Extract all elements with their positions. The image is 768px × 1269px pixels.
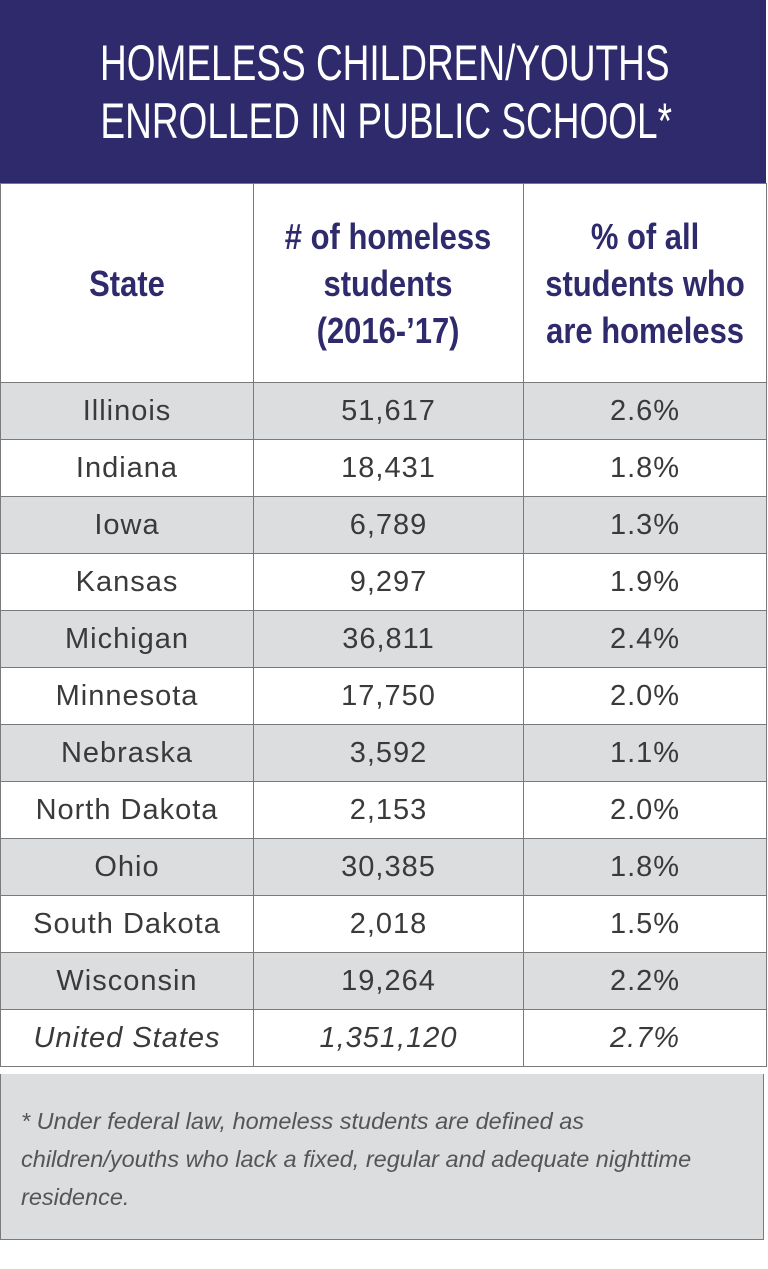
table-cell: 1.9% — [523, 553, 767, 611]
table-cell: 2.2% — [523, 952, 767, 1010]
header-line: % of all — [524, 213, 766, 260]
table-cell: Illinois — [0, 382, 254, 440]
title-text: ENROLLED IN PUBLIC SCHOOL* — [100, 93, 673, 149]
table-body: Illinois 51,617 2.6% Indiana 18,431 1.8% Iowa 6… — [0, 382, 767, 1067]
footnote-box: * Under federal law, homeless students a… — [0, 1074, 764, 1240]
header-line: State — [1, 260, 253, 307]
table-row: United States 1,351,120 2.7% — [0, 1009, 767, 1067]
table-row: Wisconsin 19,264 2.2% — [0, 952, 767, 1010]
column-header: % of all students who are homeless — [523, 183, 767, 383]
table-cell: Minnesota — [0, 667, 254, 725]
table-row: Ohio 30,385 1.8% — [0, 838, 767, 896]
table-cell: 18,431 — [253, 439, 524, 497]
table-cell: 1.8% — [523, 838, 767, 896]
table-cell: 36,811 — [253, 610, 524, 668]
table-cell: 9,297 — [253, 553, 524, 611]
footnote: * Under federal law, homeless students a… — [21, 1108, 692, 1210]
table-cell: 17,750 — [253, 667, 524, 725]
table-cell: North Dakota — [0, 781, 254, 839]
header-line: students — [254, 260, 523, 307]
table-cell: 1.3% — [523, 496, 767, 554]
table-cell: 3,592 — [253, 724, 524, 782]
table-cell: 51,617 — [253, 382, 524, 440]
title: HOMELESS CHILDREN/YOUTHS ENROLLED IN PUBL… — [0, 0, 766, 150]
header-line: are homeless — [524, 307, 766, 354]
header-text: # of homeless — [285, 215, 492, 257]
table-cell: 2.7% — [523, 1009, 767, 1067]
title-text: HOMELESS CHILDREN/YOUTHS — [100, 35, 670, 91]
header-text: are homeless — [546, 309, 744, 351]
table-cell: 1.8% — [523, 439, 767, 497]
header-line: # of homeless — [254, 213, 523, 260]
header-text: % of all — [590, 215, 700, 257]
table-row: Michigan 36,811 2.4% — [0, 610, 767, 668]
table-cell: United States — [0, 1009, 254, 1067]
data-table: State # of homeless students (2016-’17) % of… — [0, 183, 767, 1067]
table-cell: Iowa — [0, 496, 254, 554]
header-text: students — [323, 262, 453, 304]
table-cell: 2.6% — [523, 382, 767, 440]
table-cell: 2,018 — [253, 895, 524, 953]
table-cell: Ohio — [0, 838, 254, 896]
title-banner: HOMELESS CHILDREN/YOUTHS ENROLLED IN PUBL… — [0, 0, 766, 183]
title-line: HOMELESS CHILDREN/YOUTHS — [0, 34, 766, 92]
table-cell: 2.4% — [523, 610, 767, 668]
header-row: State # of homeless students (2016-’17) % of… — [0, 183, 767, 383]
table-row: Kansas 9,297 1.9% — [0, 553, 767, 611]
header-text: (2016-’17) — [317, 309, 460, 351]
table-cell: 1,351,120 — [253, 1009, 524, 1067]
table-cell: Kansas — [0, 553, 254, 611]
table-row: Nebraska 3,592 1.1% — [0, 724, 767, 782]
table-cell: 1.1% — [523, 724, 767, 782]
table-cell: 30,385 — [253, 838, 524, 896]
table-cell: 19,264 — [253, 952, 524, 1010]
table-row: Indiana 18,431 1.8% — [0, 439, 767, 497]
table-cell: Michigan — [0, 610, 254, 668]
header-line: students who — [524, 260, 766, 307]
table-row: Iowa 6,789 1.3% — [0, 496, 767, 554]
table-row: South Dakota 2,018 1.5% — [0, 895, 767, 953]
table-cell: 1.5% — [523, 895, 767, 953]
table-cell: 6,789 — [253, 496, 524, 554]
column-header: # of homeless students (2016-’17) — [253, 183, 524, 383]
table-cell: Nebraska — [0, 724, 254, 782]
table-row: Illinois 51,617 2.6% — [0, 382, 767, 440]
header-line: (2016-’17) — [254, 307, 523, 354]
table-row: Minnesota 17,750 2.0% — [0, 667, 767, 725]
table-cell: Wisconsin — [0, 952, 254, 1010]
column-header: State — [0, 183, 254, 383]
table-cell: 2.0% — [523, 667, 767, 725]
table-cell: Indiana — [0, 439, 254, 497]
header-text: students who — [545, 262, 745, 304]
table-row: North Dakota 2,153 2.0% — [0, 781, 767, 839]
header-text: State — [89, 262, 165, 304]
title-line: ENROLLED IN PUBLIC SCHOOL* — [0, 92, 766, 150]
table-cell: 2.0% — [523, 781, 767, 839]
table-cell: 2,153 — [253, 781, 524, 839]
table-cell: South Dakota — [0, 895, 254, 953]
